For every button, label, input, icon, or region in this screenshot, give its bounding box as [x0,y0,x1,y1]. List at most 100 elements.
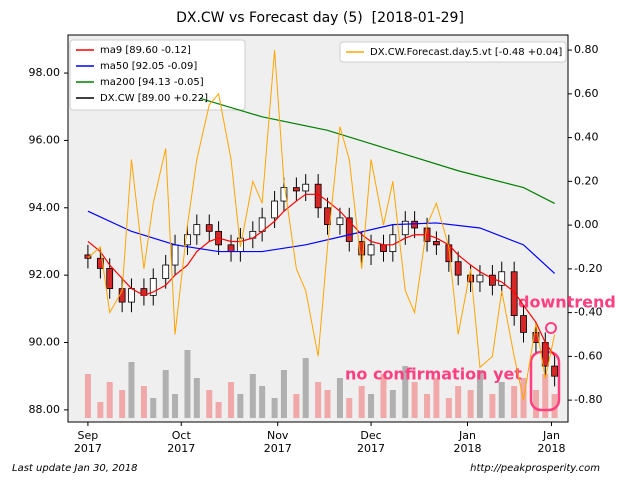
y2-tick-label: 0.20 [574,174,599,187]
candle-body [454,261,462,276]
plot-frame [67,34,569,423]
volume-bar [228,382,235,418]
volume-bar [119,390,126,418]
volume-bar [424,394,431,418]
volume-bar [280,370,287,418]
candle-body [401,220,409,236]
candle-body [292,187,300,192]
volume-bar [380,374,387,418]
candle-body [411,220,419,229]
candle-body [227,244,235,252]
candle-body [498,271,506,286]
volume-bar [84,374,91,418]
chart-title: DX.CW vs Forecast day (5) [2018-01-29] [176,10,464,26]
volume-bar [140,386,147,418]
volume-bar [150,398,157,418]
x-tick-label: Jan 2018 [537,429,566,455]
volume-bar [542,374,549,418]
legend-label: ma200 [94.13 -0.05] [100,77,204,88]
x-tick-label: Dec 2017 [357,429,386,455]
candle-body [193,224,201,236]
volume-bar [445,398,452,418]
y2-tick-label: -0.60 [574,349,602,362]
volume-bar [162,370,169,418]
x-tick-label: Nov 2017 [263,429,292,455]
candle-body [432,241,440,246]
legend-label: ma50 [92.05 -0.09] [100,61,197,72]
volume-bar [455,386,462,418]
footer-left: Last update Jan 30, 2018 [12,463,138,474]
volume-bar [237,394,244,418]
y2-tick-label: 0.00 [574,218,599,231]
volume-bar [206,390,213,418]
legend-label: ma9 [89.60 -0.12] [100,45,191,56]
candle-body [96,257,104,269]
candle-body [280,187,288,202]
footer-right: http://peakprosperity.com [470,463,600,474]
candle-body [302,183,310,192]
volume-bar [172,394,179,418]
y2-tick-label: -0.40 [574,306,602,319]
y-tick-label: 98.00 [29,66,61,79]
legend-label: DX.CW [89.00 +0.22] [100,93,208,104]
volume-bar [315,382,322,418]
volume-bar [128,362,135,418]
y-tick-label: 96.00 [29,133,61,146]
volume-bar [324,390,331,418]
volume-bar [336,378,343,418]
candle-body [551,365,559,377]
y2-tick-label: 0.60 [574,87,599,100]
y2-tick-label: -0.20 [574,262,602,275]
volume-bar [302,358,309,418]
volume-bar [368,394,375,418]
series-line [87,50,556,401]
volume-bar [498,382,505,418]
candle-body [476,274,484,283]
y-tick-label: 94.00 [29,201,61,214]
legend-box [69,39,246,111]
candle-body [367,244,375,256]
volume-bar [489,394,496,418]
candle-body [84,254,92,259]
volume-bar [358,386,365,418]
volume-bar [467,390,474,418]
candle-body [336,217,344,226]
y2-tick-label: -0.80 [574,393,602,406]
candle-body [271,200,278,219]
series-line [87,193,556,357]
volume-bar [411,382,418,418]
candle-body [171,244,179,266]
y-tick-label: 88.00 [29,403,61,416]
candle-body [162,264,170,279]
candle-body [532,332,540,343]
volume-bar [271,398,278,418]
volume-bar [259,386,266,418]
candle-body [520,315,527,333]
volume-bar [106,382,113,418]
legend-label: DX.CW.Forecast.day.5.vt [-0.48 +0.04] [370,47,562,58]
volume-bar [249,374,256,418]
candle-body [358,241,366,256]
candle-body [106,268,114,290]
series-line [199,97,555,204]
x-tick-label: Sep 2017 [73,429,102,455]
volume-bar [433,378,440,418]
candle-body [467,274,475,283]
annotation: no confirmation yet [345,365,522,384]
y-tick-label: 92.00 [29,268,61,281]
volume-bar [402,366,409,418]
volume-bar [346,398,353,418]
volume-bar [97,402,104,418]
volume-bar [532,390,539,418]
annotation-circle [545,322,557,334]
volume-bar [476,370,483,418]
volume-bar [511,386,518,418]
candle-body [128,288,135,303]
candle-body [510,271,518,316]
legend-box-right [339,41,567,63]
volume-bar [293,394,300,418]
volume-bar [193,378,200,418]
y2-tick-label: 0.40 [574,131,599,144]
